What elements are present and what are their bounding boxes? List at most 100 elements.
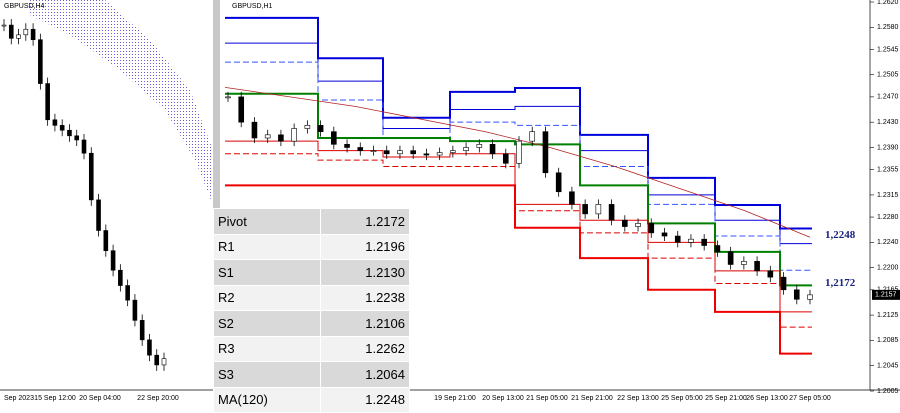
level-value: 1.2196 xyxy=(320,233,410,260)
level-name: S2 xyxy=(212,310,322,337)
y-tick-label: 1.2470 xyxy=(877,94,899,101)
candle xyxy=(648,223,655,234)
candle xyxy=(331,131,337,145)
candle xyxy=(608,204,615,221)
level-name: MA(120) xyxy=(212,386,322,413)
candle xyxy=(278,134,284,142)
x-tick-label: Sep 2023 xyxy=(4,395,34,402)
price-tag xyxy=(872,289,900,300)
y-tick-label: 1.2315 xyxy=(877,192,899,199)
level-name: S1 xyxy=(212,259,322,286)
level-value: 1.2106 xyxy=(320,310,410,337)
candle xyxy=(741,261,747,265)
y-tick-label: 1.2200 xyxy=(877,265,899,272)
price-tag-label: 1.2157 xyxy=(875,292,897,299)
candle xyxy=(727,251,734,265)
candle xyxy=(542,131,549,174)
x-tick-label: 25 Sep 21:00 xyxy=(705,395,747,402)
ichimoku-cloud xyxy=(30,0,213,205)
candle xyxy=(767,270,774,278)
level-value: 1.2130 xyxy=(320,259,410,286)
ma-line xyxy=(224,86,811,238)
level-value: 1.2238 xyxy=(320,284,410,311)
candle xyxy=(502,153,509,164)
left-title: GBPUSD,H4 xyxy=(4,3,45,10)
candle xyxy=(344,144,350,148)
candle xyxy=(714,245,721,253)
candle xyxy=(45,83,50,121)
candle xyxy=(8,24,14,39)
table-row: S1 1.2130 xyxy=(212,259,410,286)
candle xyxy=(688,238,694,243)
candle xyxy=(16,34,21,39)
x-tick-label: 27 Sep 05:00 xyxy=(789,395,831,402)
candle xyxy=(555,172,562,193)
y-tick-label: 1.2390 xyxy=(877,144,899,151)
candle xyxy=(110,250,116,271)
x-tick-label: 21 Sep 05:00 xyxy=(526,395,568,402)
candle xyxy=(397,150,403,155)
table-row: R2 1.2238 xyxy=(212,284,410,311)
pivot-level xyxy=(225,92,812,287)
candle xyxy=(423,153,430,156)
separator xyxy=(213,0,220,390)
pivot-level xyxy=(225,42,812,245)
candle xyxy=(38,39,43,84)
pivot-level xyxy=(225,153,812,328)
table-row: Pivot 1.2172 xyxy=(212,208,410,235)
candle xyxy=(622,219,628,227)
candle xyxy=(754,261,760,272)
candle xyxy=(529,131,536,142)
candle xyxy=(595,204,602,215)
candle xyxy=(436,152,443,156)
x-tick-label: 20 Sep 13:00 xyxy=(482,395,524,402)
level-name: R2 xyxy=(212,284,322,311)
candle xyxy=(569,191,575,205)
candle xyxy=(147,339,152,356)
x-tick-label: 15 Sep 12:00 xyxy=(34,395,76,402)
candle xyxy=(67,129,72,137)
candle xyxy=(516,140,522,164)
y-tick-label: 1.2085 xyxy=(877,337,899,344)
y-tick-label: 1.2005 xyxy=(877,388,899,395)
pivot-level xyxy=(225,16,812,230)
candle xyxy=(81,139,87,154)
candle xyxy=(780,276,787,291)
level-name: R1 xyxy=(212,233,322,260)
candle xyxy=(674,235,681,243)
candle xyxy=(357,147,364,151)
right-title: GBPUSD,H1 xyxy=(232,3,273,10)
candle xyxy=(118,269,123,286)
table-row: R3 1.2262 xyxy=(212,335,410,362)
candle xyxy=(291,128,297,142)
table-row: S3 1.2064 xyxy=(212,361,410,388)
y-tick-label: 1.2505 xyxy=(877,72,899,79)
level-value: 1.2064 xyxy=(320,361,410,388)
candle xyxy=(225,96,231,99)
level-name: R3 xyxy=(212,335,322,362)
candle xyxy=(370,150,377,152)
y-tick-label: 1.2280 xyxy=(877,214,899,221)
candle xyxy=(132,299,138,321)
candle xyxy=(59,125,65,131)
x-tick-label: 20 Sep 04:00 xyxy=(79,395,121,402)
candle xyxy=(251,121,258,139)
x-tick-label: 22 Sep 20:00 xyxy=(137,395,179,402)
y-tick-label: 1.2355 xyxy=(877,166,899,173)
candle xyxy=(450,150,456,153)
candle xyxy=(383,150,390,155)
candle xyxy=(96,199,101,231)
candle xyxy=(793,289,800,300)
x-tick-label: 19 Sep 21:00 xyxy=(434,395,476,402)
level-name: Pivot xyxy=(212,208,322,235)
candle xyxy=(476,144,483,148)
pivot-table: Pivot 1.2172 R1 1.2196 S1 1.2130 R2 1.2238 S2 1.2… xyxy=(212,208,410,413)
table-row: S2 1.2106 xyxy=(212,310,410,337)
candle xyxy=(23,28,29,36)
candle xyxy=(139,320,145,341)
table-row: MA(120) 1.2248 xyxy=(212,386,410,413)
level-value: 1.2248 xyxy=(320,386,410,413)
candle xyxy=(103,230,109,252)
